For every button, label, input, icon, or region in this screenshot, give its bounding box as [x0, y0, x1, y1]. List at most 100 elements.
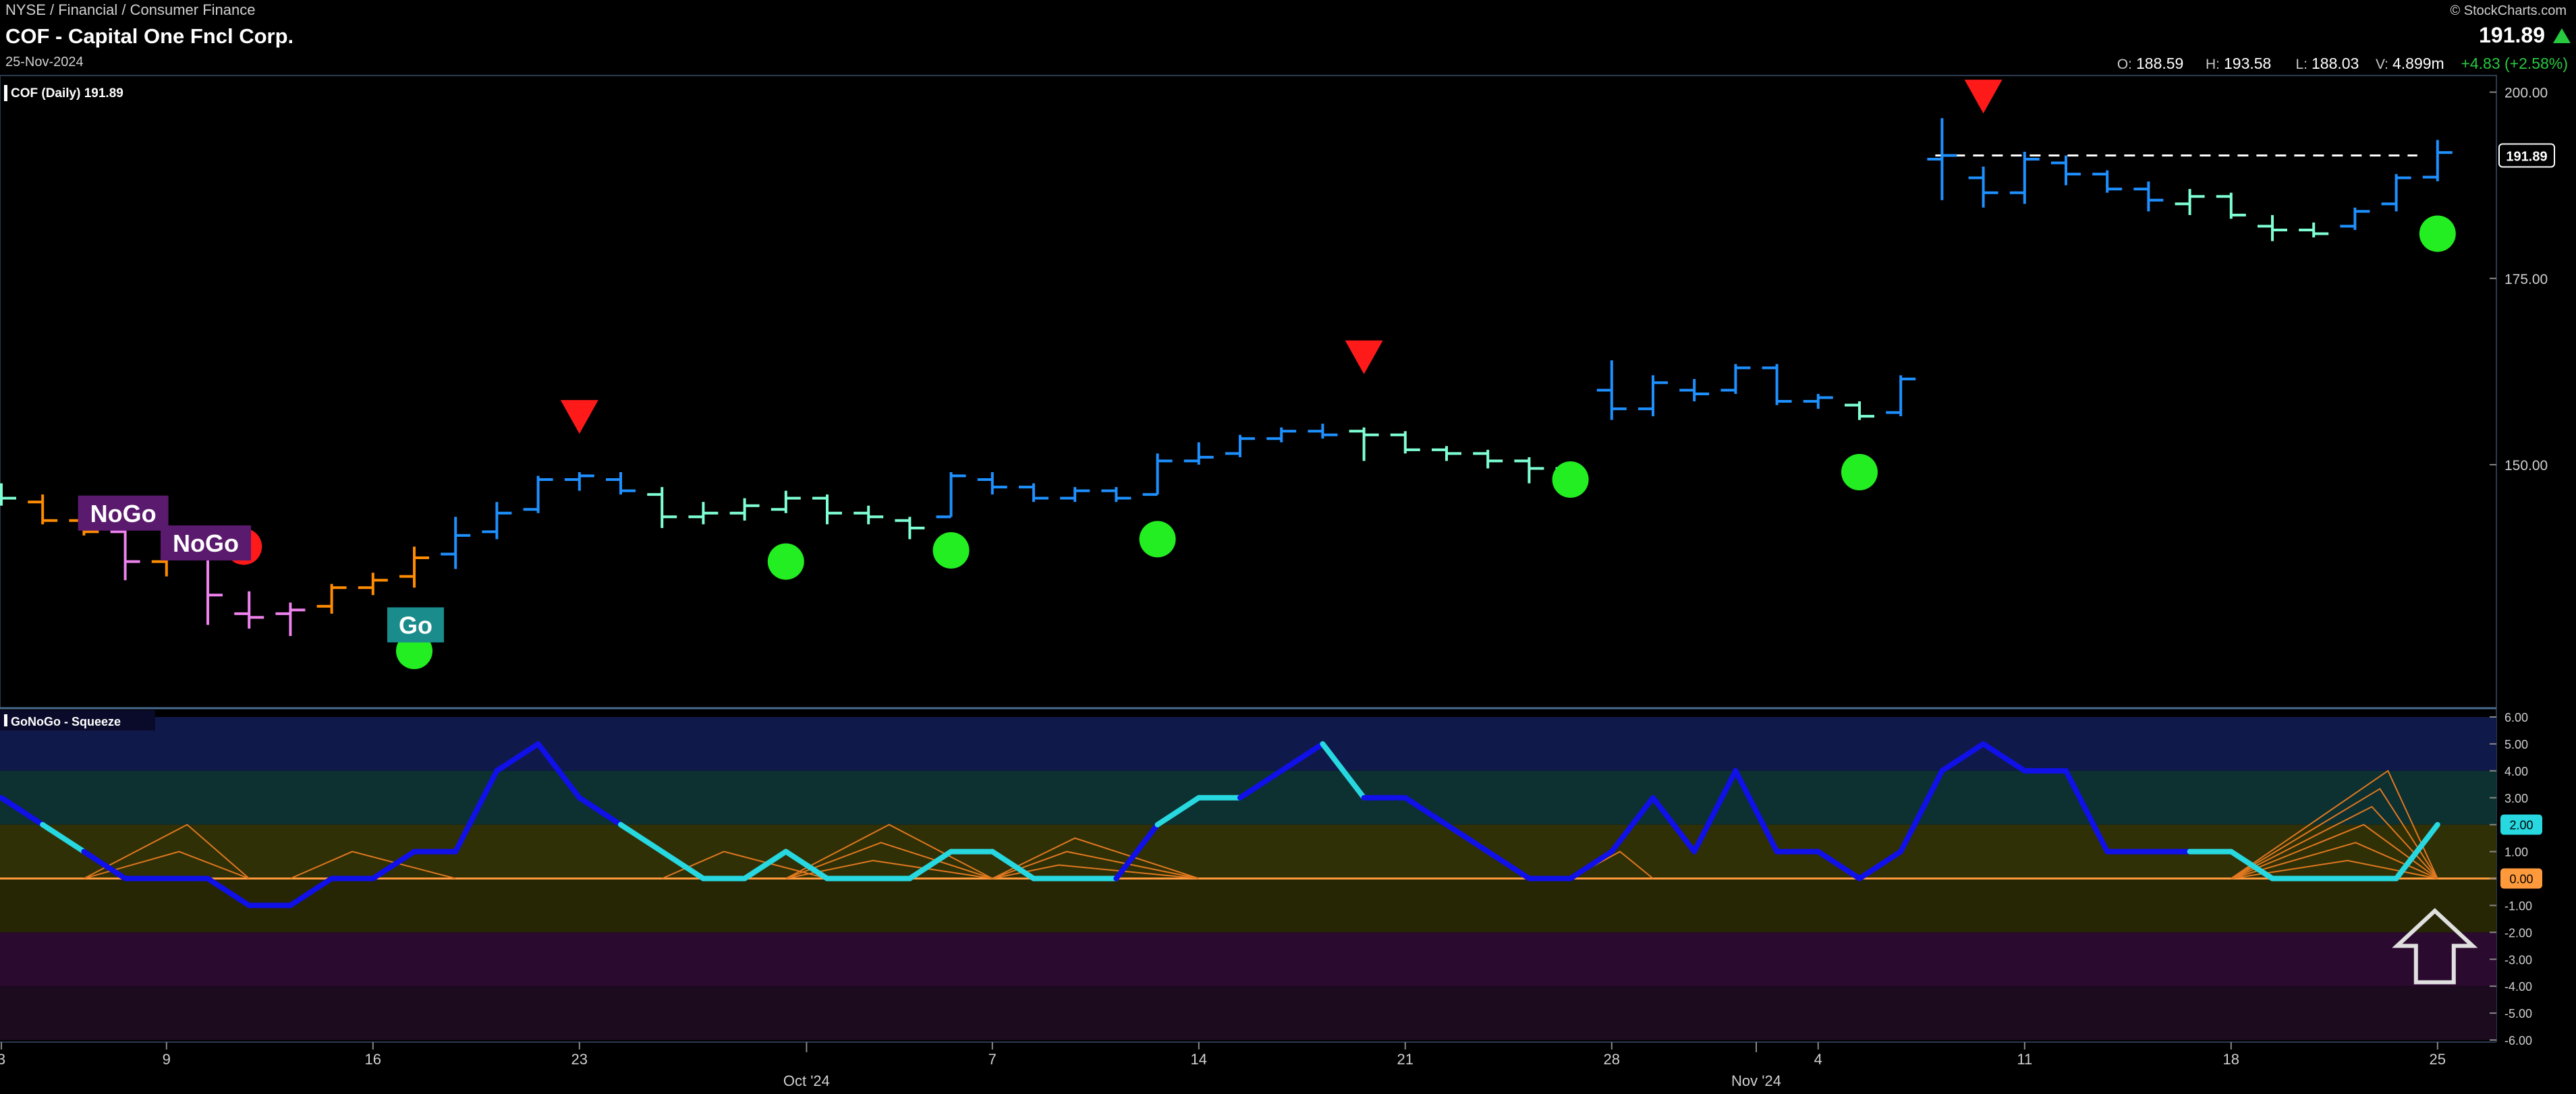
ind-y-tick-label: 1.00 [2504, 846, 2528, 859]
ohlc-bar [523, 476, 553, 513]
price-change: +4.83 (+2.58%) [2461, 55, 2568, 72]
y-tick-label: 200.00 [2504, 86, 2548, 101]
squeeze-line [785, 824, 993, 880]
ohlc-bar [1142, 453, 1173, 496]
oscillator-segment [453, 768, 500, 855]
x-tick-label: 18 [2223, 1051, 2239, 1068]
oscillator-segment [81, 848, 128, 882]
oscillator-segment [1857, 848, 1904, 882]
oscillator-segment [2393, 822, 2440, 882]
y-tick-label: 150.00 [2504, 458, 2548, 473]
oscillator-segment [1898, 768, 1945, 855]
squeeze-line [2231, 842, 2438, 880]
ohlc-bar [441, 517, 471, 569]
ohlc-label: O: [2117, 57, 2132, 72]
ohlc-bar [2422, 140, 2453, 181]
sell-triangle-icon [1345, 340, 1383, 374]
oscillator-segment [1815, 848, 1862, 882]
indicator-legend: GoNoGo - Squeeze [11, 715, 121, 728]
value-tag [2500, 868, 2542, 889]
sector-breadcrumb: NYSE / Financial / Consumer Finance [5, 1, 256, 18]
ohlc-bar [2009, 151, 2040, 204]
oscillator-segment [287, 875, 335, 909]
indicator-legend-marker [4, 714, 7, 726]
squeeze-fan [2231, 770, 2438, 880]
month-label: Oct '24 [783, 1072, 830, 1089]
signal-label-bg [161, 525, 251, 560]
ohlc-label: L: [2295, 57, 2307, 72]
ind-y-tick-label: 6.00 [2504, 711, 2528, 724]
indicator-band [0, 932, 2496, 987]
ind-y-tick-label: 5.00 [2504, 738, 2528, 751]
oscillator-segment [1980, 741, 2027, 774]
ohlc-bar [1225, 434, 1255, 457]
oscillator-segment [2228, 848, 2275, 882]
indicator-legend-bg [0, 710, 155, 730]
ohlc-bar [275, 602, 306, 637]
ohlc-bar [729, 498, 760, 521]
ohlc-bar [2381, 174, 2411, 212]
ohlc-bar [2258, 214, 2287, 241]
ohlc-readout: O: 188.59 H: 193.58 L: 188.03 V: 4.899m [2117, 55, 2444, 72]
ind-y-tick-label: 3.00 [2504, 792, 2528, 805]
ohlc-bar [234, 591, 264, 629]
ohlc-bar [1473, 449, 1503, 469]
ohlc-bar [358, 573, 388, 596]
ohlc-bar [1101, 487, 1131, 502]
x-tick-label: 23 [571, 1051, 588, 1068]
squeeze-line [992, 864, 1199, 880]
ind-y-tick-label: 4.00 [2504, 765, 2528, 778]
ohlc-bar [0, 483, 16, 506]
oscillator-segment [1485, 848, 1532, 882]
sell-triangle-icon [1964, 80, 2003, 114]
oscillator-segment [1154, 795, 1202, 828]
oscillator-segment [659, 848, 706, 882]
price-up-arrow-icon [2553, 28, 2571, 43]
oscillator-segment [1444, 822, 1491, 855]
x-axis: 3 9 16 23 7 14 21 28 4 11 18 25 Oct '24 Nov '24 [0, 1041, 2496, 1089]
price-panel: COF (Daily) 191.89 200.00 175.00 150.00 NoGo… [0, 75, 2555, 1042]
ohlc-bar [936, 472, 966, 519]
squeeze-line [290, 851, 456, 880]
ohlc-bar [1720, 364, 1751, 394]
ohlc-bar [1596, 360, 1627, 420]
x-tick-label: 4 [1814, 1051, 1822, 1068]
indicator-band [0, 770, 2496, 825]
oscillator-segment [1608, 795, 1656, 855]
ind-y-tick-label: -4.00 [2504, 980, 2532, 994]
ind-y-tick-label: -2.00 [2504, 926, 2532, 940]
ind-y-tick-label: -5.00 [2504, 1007, 2532, 1020]
squeeze-line [2231, 859, 2438, 880]
ohlc-bar [771, 490, 801, 513]
ind-y-tick-label: -3.00 [2504, 953, 2532, 967]
x-tick-label: 3 [0, 1051, 5, 1068]
x-tick-label: 11 [2017, 1051, 2032, 1068]
oscillator-segment [1113, 822, 1160, 882]
x-tick-label: 25 [2430, 1051, 2446, 1068]
ohlc-bar [1968, 167, 1998, 208]
ohlc-value: 188.59 [2136, 55, 2183, 72]
ohlc-bar [2299, 222, 2329, 237]
oscillator-segment [1279, 741, 1326, 774]
ohlc-value: 4.899m [2392, 55, 2444, 72]
chart-date: 25-Nov-2024 [5, 55, 84, 69]
symbol-title: COF - Capital One Fncl Corp. [5, 24, 293, 48]
value-tag-label: 0.00 [2509, 873, 2533, 886]
ohlc-bar [977, 472, 1007, 495]
squeeze-fan [661, 851, 828, 880]
oscillator-segment [494, 741, 541, 774]
header-price: 191.89 [2479, 23, 2545, 47]
oscillator-segment [576, 795, 623, 828]
ind-y-tick-label: -1.00 [2504, 899, 2532, 913]
oscillator-segment [0, 795, 46, 828]
ohlc-bar [2216, 192, 2246, 219]
x-tick-label: 21 [1397, 1051, 1413, 1068]
ohlc-bar [399, 546, 429, 588]
oscillator-segment [741, 848, 789, 882]
ohlc-value: 193.58 [2224, 55, 2271, 72]
oscillator-segment [618, 822, 665, 855]
signal-label: Go [399, 611, 432, 639]
ohlc-bar [2340, 207, 2370, 230]
ohlc-bar [647, 487, 677, 528]
ohlc-bar [1183, 442, 1214, 465]
